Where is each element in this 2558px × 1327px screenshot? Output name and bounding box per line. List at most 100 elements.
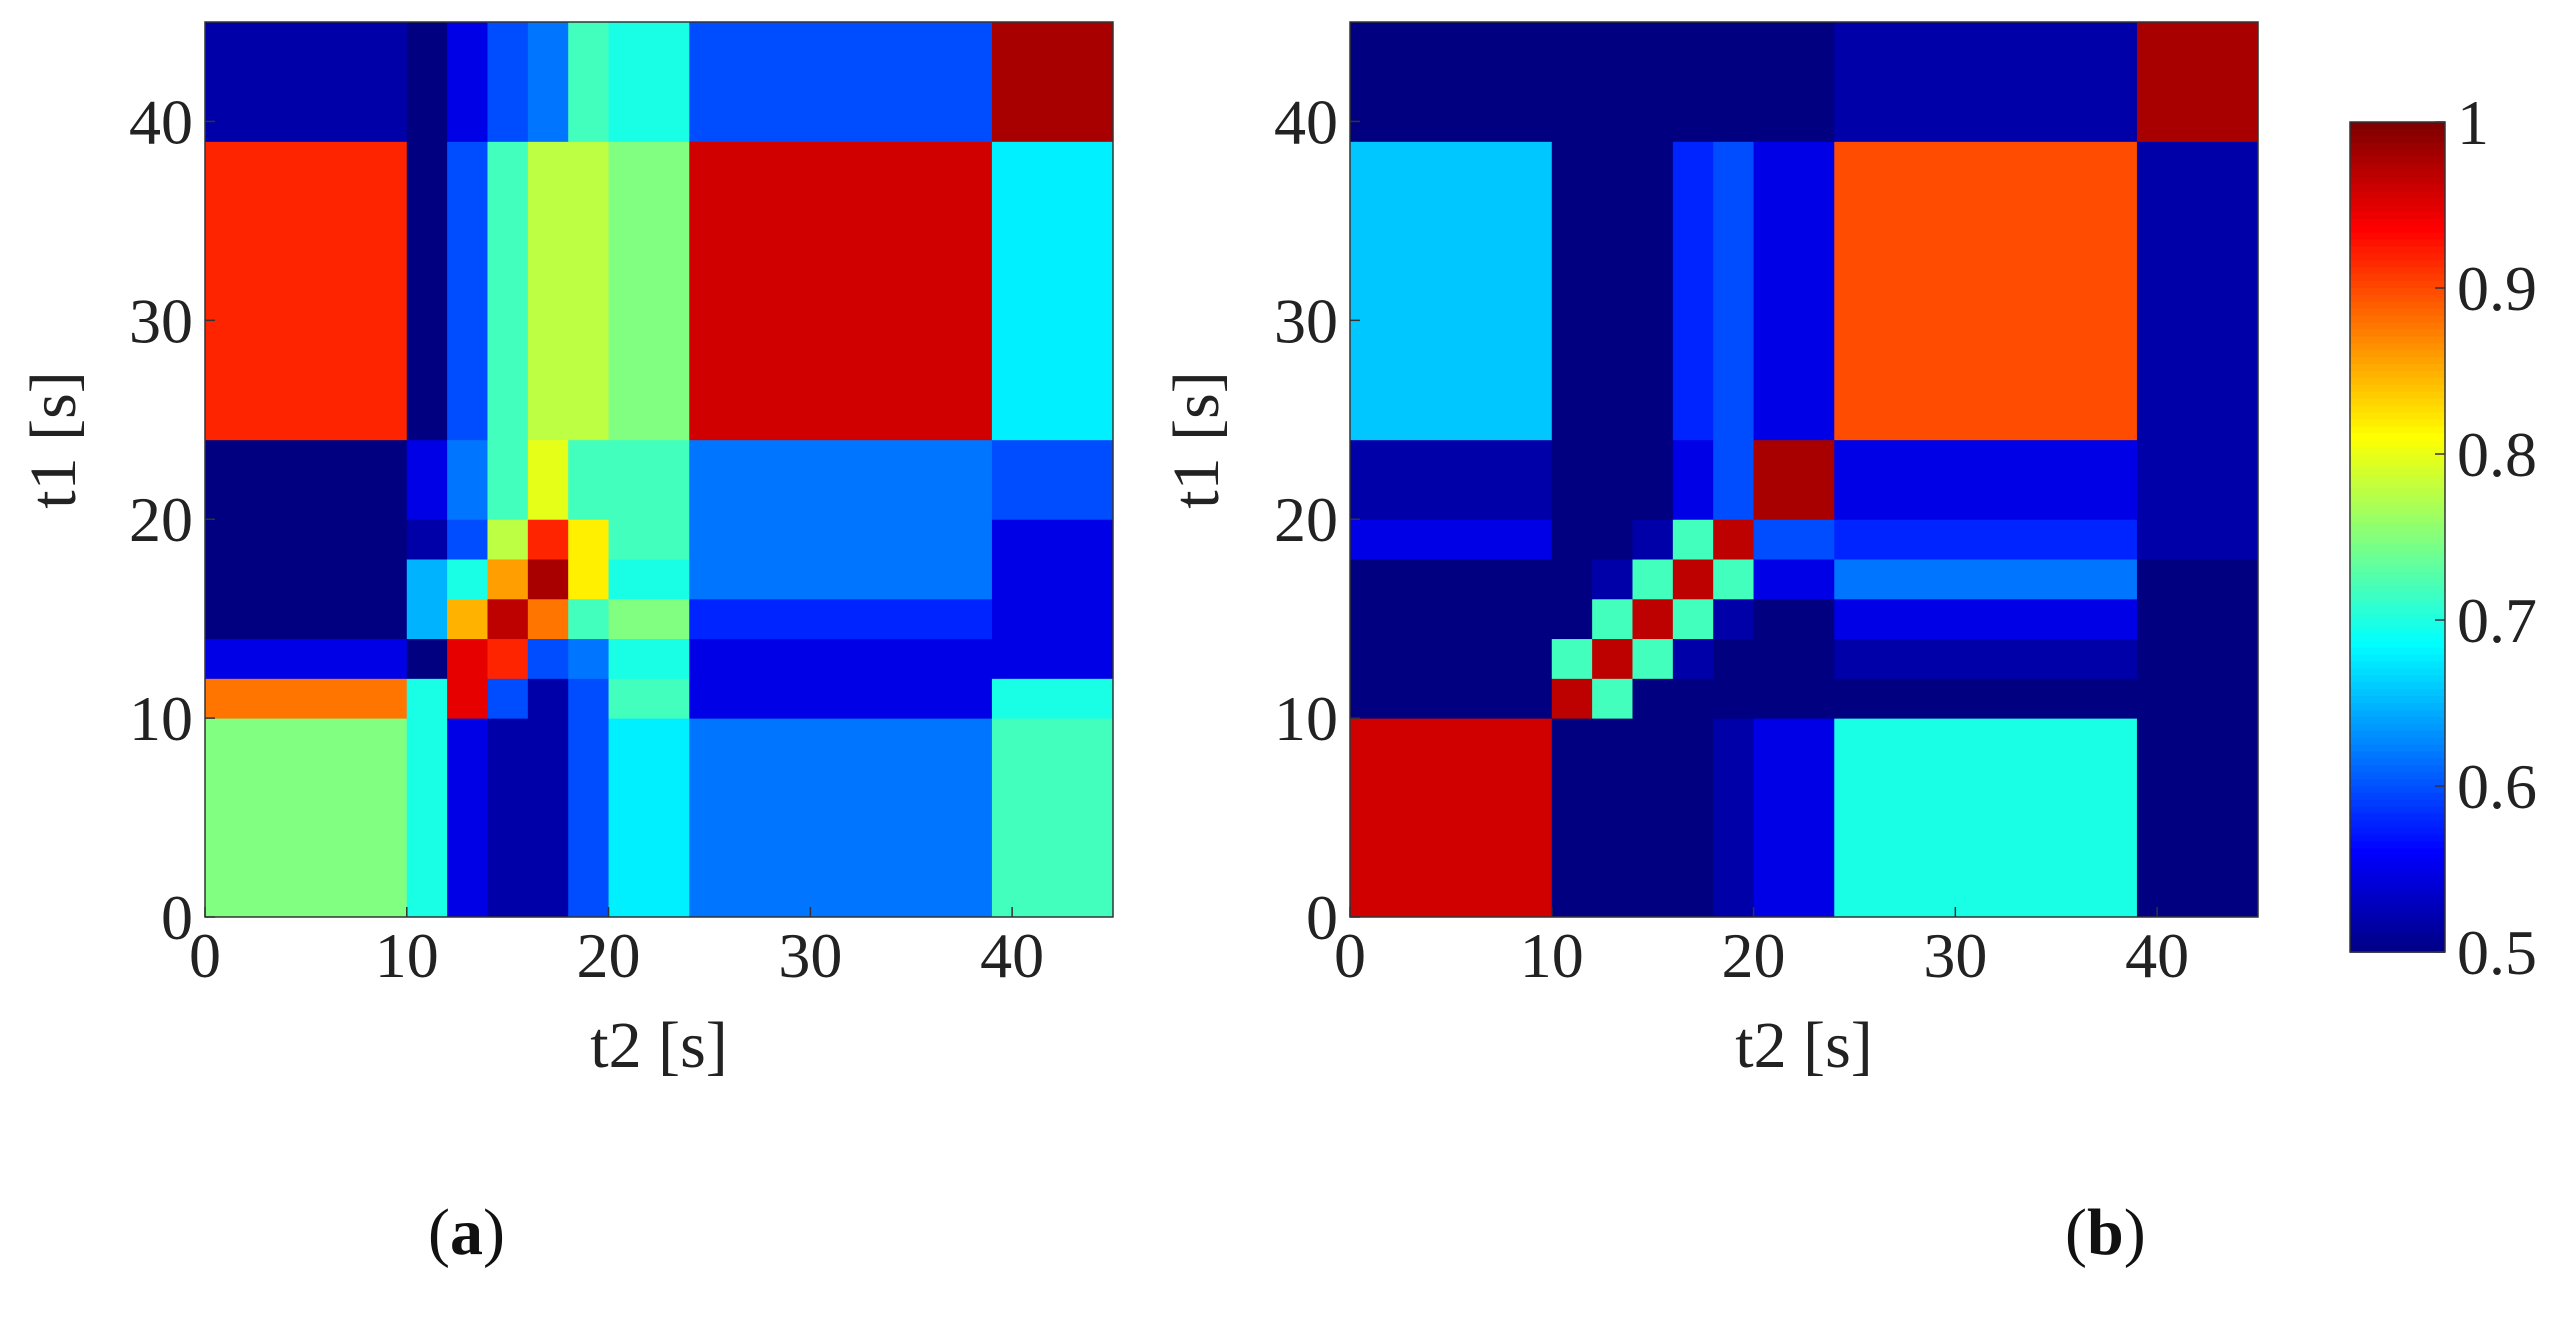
heatmap-cell: [1551, 22, 1593, 142]
heatmap-cell: [1753, 141, 1835, 441]
heatmap-cell: [487, 519, 529, 560]
heatmap-cell: [205, 439, 408, 520]
colorbar-segment: [2350, 792, 2445, 801]
colorbar-segment: [2350, 177, 2445, 186]
heatmap-cell: [1672, 638, 1714, 679]
colorbar-segment: [2350, 281, 2445, 289]
heatmap-cell: [1551, 638, 1593, 679]
heatmap-cell: [608, 439, 690, 520]
colorbar-tick-label: 0.8: [2457, 419, 2537, 490]
colorbar-segment: [2350, 633, 2445, 642]
heatmap-cell: [2136, 638, 2259, 679]
heatmap-cell: [527, 638, 569, 679]
colorbar-segment: [2350, 896, 2445, 905]
heatmap-cell: [205, 598, 408, 640]
y-tick-label: 0: [1306, 882, 1338, 953]
heatmap-cell: [1713, 678, 1755, 719]
x-tick-label: 30: [1923, 920, 1987, 991]
colorbar-segment: [2350, 592, 2445, 601]
heatmap-cell: [447, 718, 488, 918]
heatmap-cell: [1753, 638, 1835, 679]
colorbar-segment: [2350, 184, 2445, 192]
heatmap-cell: [1672, 559, 1714, 600]
heatmap-cell: [568, 519, 610, 560]
heatmap-cell: [1834, 22, 2138, 142]
colorbar-segment: [2350, 205, 2445, 213]
colorbar-segment: [2350, 523, 2445, 531]
colorbar-segment: [2350, 391, 2445, 400]
heatmap-cell: [689, 559, 993, 600]
colorbar-segment: [2350, 709, 2445, 718]
x-tick-label: 0: [189, 920, 221, 991]
heatmap-cell: [1350, 559, 1553, 600]
heatmap-cell: [689, 638, 993, 679]
heatmap-cell: [991, 718, 1114, 918]
heatmap-panel-a: 0 10 20 30 40 0 10 20 30 40 t2 [s] t1 [s]: [17, 21, 1114, 1082]
colorbar-segment: [2350, 488, 2445, 497]
colorbar-segment: [2350, 246, 2445, 255]
colorbar-segment: [2350, 315, 2445, 324]
colorbar-segment: [2350, 198, 2445, 206]
heatmap-cell: [2136, 718, 2259, 918]
heatmap-cell: [2136, 141, 2259, 441]
colorbar-segment: [2350, 557, 2445, 566]
heatmap-cell: [406, 718, 448, 918]
colorbar-segment: [2350, 620, 2445, 628]
y-tick-label: 20: [1274, 484, 1338, 555]
colorbar-segment: [2350, 910, 2445, 919]
heatmap-cell: [2136, 439, 2259, 520]
colorbar-segment: [2350, 322, 2445, 331]
heatmap-cell: [1592, 718, 1633, 918]
colorbar-segment: [2350, 156, 2445, 165]
heatmap-cell: [527, 718, 569, 918]
x-tick-label: 0: [1334, 920, 1366, 991]
colorbar-segment: [2350, 537, 2445, 545]
colorbar-segment: [2350, 377, 2445, 386]
heatmap-cell: [1350, 678, 1553, 719]
colorbar-segment: [2350, 371, 2445, 379]
heatmap-cell: [1834, 559, 2138, 600]
heatmap-cell: [1592, 22, 1633, 142]
heatmap-cell: [1632, 598, 1674, 640]
y-axis-label: t1 [s]: [17, 371, 90, 508]
heatmap-cell: [447, 519, 488, 560]
heatmap-cell: [991, 678, 1114, 719]
colorbar-segment: [2350, 613, 2445, 621]
colorbar-segment: [2350, 869, 2445, 877]
heatmap-cell: [2136, 559, 2259, 600]
y-tick-label: 0: [161, 882, 193, 953]
colorbar-segment: [2350, 163, 2445, 172]
heatmap-cell: [568, 559, 610, 600]
heatmap-cell: [447, 678, 488, 719]
colorbar-segment: [2350, 848, 2445, 856]
heatmap-cell: [487, 718, 529, 918]
heatmap-cell: [1592, 678, 1633, 719]
heatmap-cell: [991, 22, 1114, 142]
heatmap-cell: [406, 678, 448, 719]
colorbar-segment: [2350, 218, 2445, 227]
colorbar-segment: [2350, 225, 2445, 234]
colorbar-segment: [2350, 288, 2445, 296]
heatmap-cell: [1551, 519, 1593, 560]
colorbar-segment: [2350, 357, 2445, 365]
heatmap-cell: [527, 22, 569, 142]
heatmap-cell: [1753, 22, 1835, 142]
colorbar-tick-label: 0.6: [2457, 751, 2537, 822]
colorbar-segment: [2350, 343, 2445, 352]
colorbar-segment: [2350, 841, 2445, 850]
colorbar-segment: [2350, 142, 2445, 151]
heatmap-cell: [1834, 718, 2138, 918]
heatmap-cell: [487, 678, 529, 719]
colorbar-segment: [2350, 938, 2445, 946]
x-tick-label: 10: [375, 920, 439, 991]
colorbar-segment: [2350, 170, 2445, 179]
colorbar-segment: [2350, 786, 2445, 794]
heatmap-cell: [205, 519, 408, 560]
heatmap-cell: [1753, 439, 1835, 520]
colorbar-segment: [2350, 696, 2445, 704]
heatmap-cell: [1350, 638, 1553, 679]
heatmap-cell: [1713, 559, 1755, 600]
heatmap-cell: [1350, 22, 1553, 142]
heatmap-cell: [608, 598, 690, 640]
y-tick-label: 40: [1274, 86, 1338, 157]
